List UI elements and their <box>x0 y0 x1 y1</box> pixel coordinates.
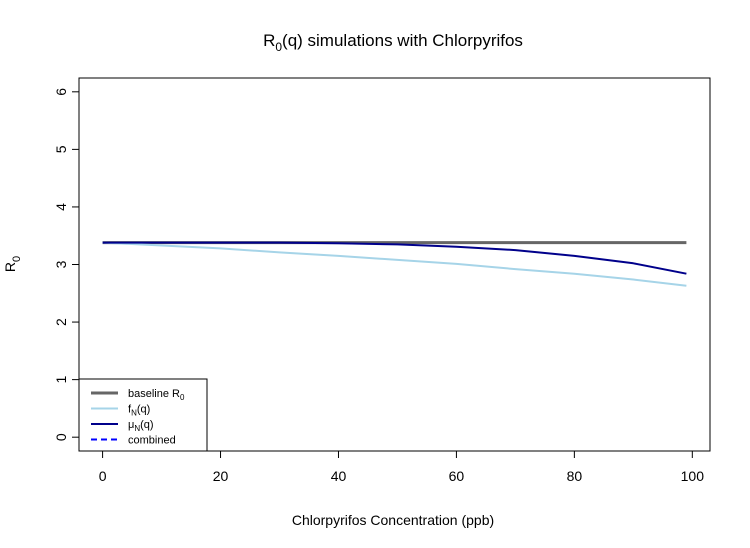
legend-box <box>78 378 208 452</box>
y-tick-label: 6 <box>53 88 69 96</box>
series-line-2 <box>102 241 687 275</box>
x-axis-title: Chlorpyrifos Concentration (ppb) <box>292 512 494 528</box>
y-axis-title: R0 <box>2 256 23 272</box>
legend-label-1: fN(q) <box>128 404 150 418</box>
x-tick-label: 0 <box>99 468 107 484</box>
legend: baseline R0 fN(q)μN(q) combined <box>78 378 208 452</box>
x-tick-label: 40 <box>331 468 347 484</box>
y-tick-label: 5 <box>53 145 69 153</box>
legend-label-3: combined <box>128 435 176 447</box>
x-tick-label: 80 <box>567 468 583 484</box>
x-tick-label: 60 <box>449 468 465 484</box>
x-tick-label: 20 <box>213 468 229 484</box>
y-tick-label: 4 <box>53 203 69 211</box>
y-axis: 0 1 2 3 4 5 6 <box>53 88 80 441</box>
y-tick-label: 0 <box>53 433 69 441</box>
y-tick-label: 1 <box>53 376 69 384</box>
series-lines <box>102 241 687 287</box>
y-tick-label: 2 <box>53 318 69 326</box>
y-tick-label: 3 <box>53 260 69 268</box>
series-line-1 <box>102 241 687 287</box>
x-tick-label: 100 <box>681 468 705 484</box>
legend-label-0: baseline R0 <box>128 388 185 402</box>
chart-title: R0(q) simulations with Chlorpyrifos <box>263 31 523 54</box>
legend-label-2: μN(q) <box>128 419 154 433</box>
